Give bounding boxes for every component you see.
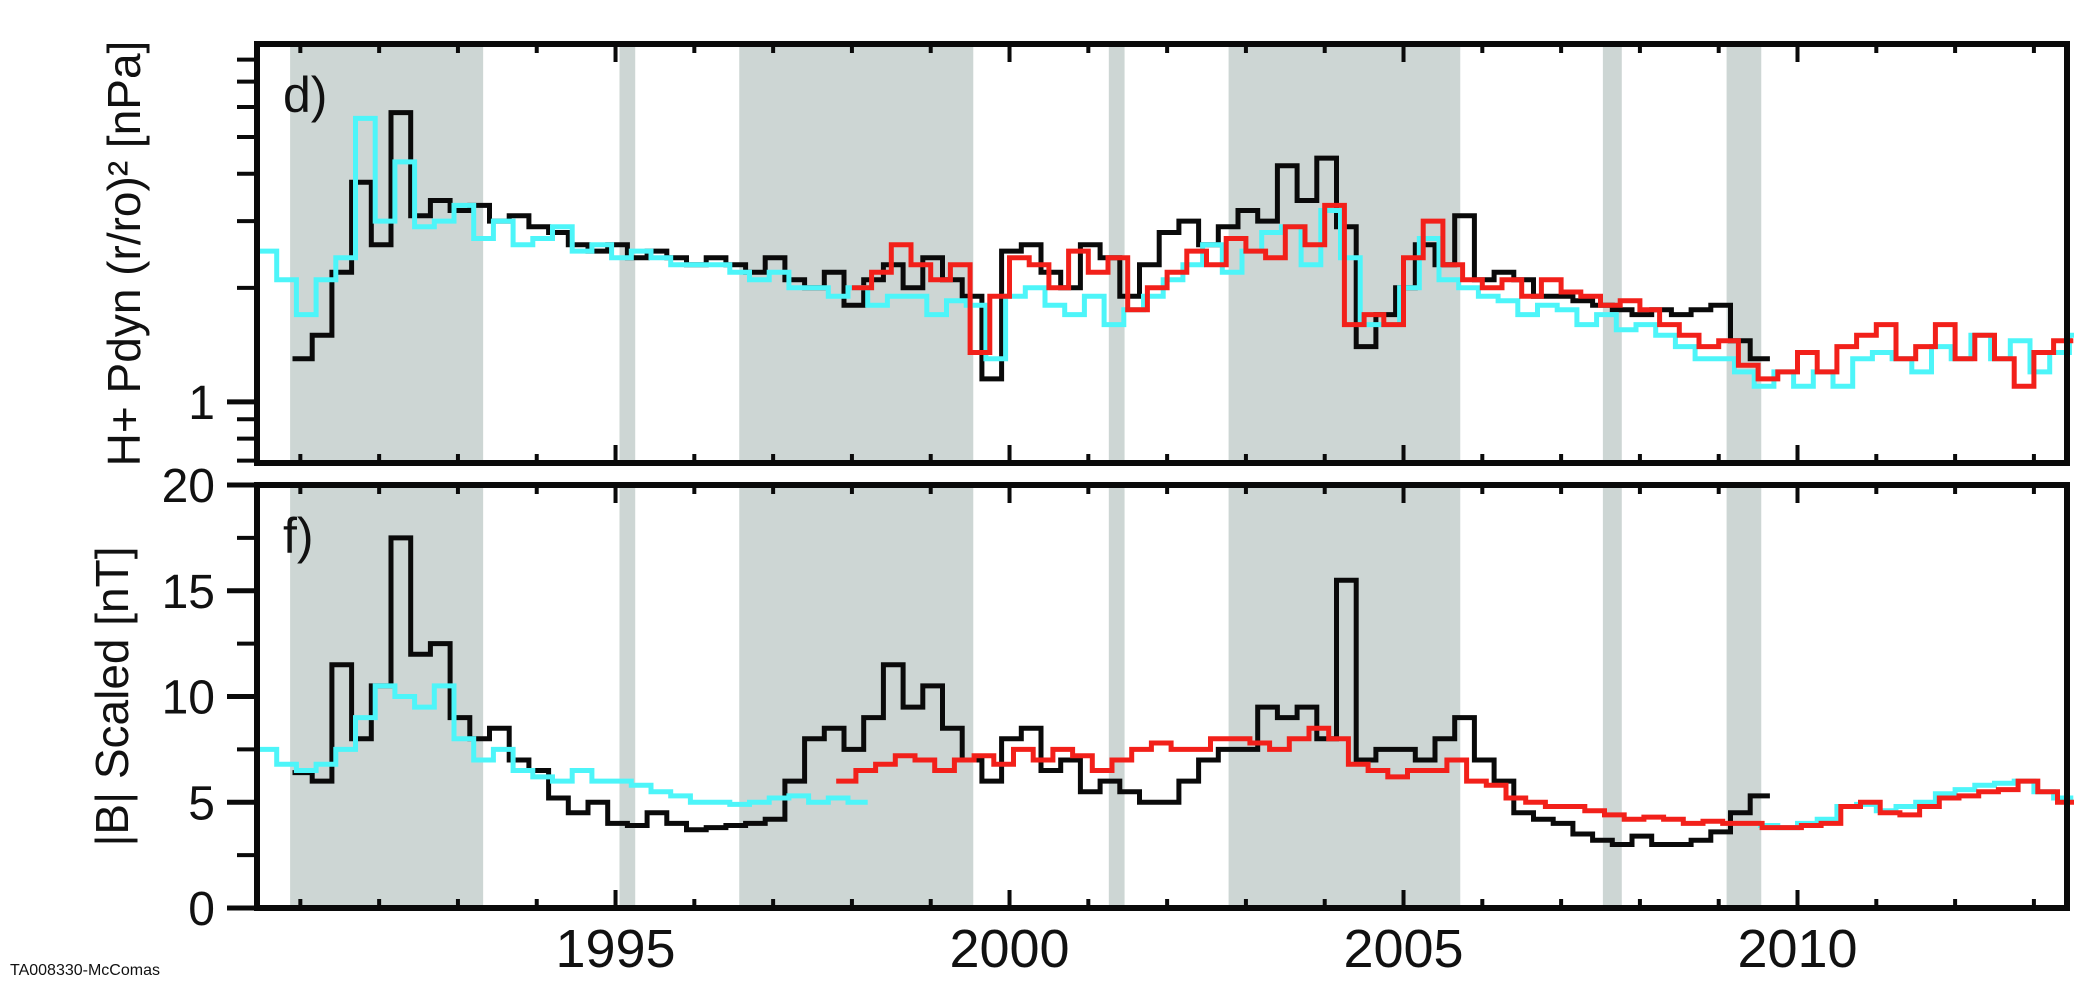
x-tick-label: 1995 xyxy=(555,919,675,979)
figure-id-footer: TA008330-McComas xyxy=(10,962,160,979)
panel-pressure: 1 d) H+ Pdyn (r/ro)² [nPa] xyxy=(98,41,2074,467)
series-line-red xyxy=(851,202,2074,389)
shaded-interval xyxy=(1726,44,1762,463)
x-tick-label: 2000 xyxy=(949,919,1069,979)
panel-magnetic-field: 20 15 10 5 0 f) |B| Scaled [nT] 1995 2000 2005 201… xyxy=(86,460,2074,979)
panel-label: d) xyxy=(283,67,327,123)
series-line-cyan xyxy=(257,683,868,807)
x-tick-label: 2005 xyxy=(1343,919,1463,979)
series-line-cyan-late xyxy=(1758,778,2074,831)
y-tick-label: 20 xyxy=(162,460,215,513)
series-line-red xyxy=(836,725,2074,831)
shaded-interval xyxy=(1726,485,1762,908)
shaded-interval xyxy=(739,485,974,908)
y-axis-label: |B| Scaled [nT] xyxy=(86,546,138,846)
shaded-interval xyxy=(1602,44,1622,463)
shaded-interval xyxy=(1228,485,1461,908)
shaded-interval xyxy=(619,485,636,908)
plot-frame xyxy=(254,41,2070,466)
y-tick-label: 0 xyxy=(188,883,215,936)
shaded-interval xyxy=(1602,485,1622,908)
y-axis-label: H+ Pdyn (r/ro)² [nPa] xyxy=(98,41,150,467)
shaded-interval xyxy=(290,44,484,463)
y-tick-label: 10 xyxy=(162,672,215,725)
series-line-black xyxy=(292,535,1770,847)
y-tick-label: 5 xyxy=(188,777,215,830)
panel-label: f) xyxy=(283,508,314,564)
y-tick-label: 1 xyxy=(188,377,215,430)
series-line-black xyxy=(292,110,1770,382)
x-tick-label: 2010 xyxy=(1737,919,1857,979)
shaded-interval xyxy=(1108,485,1125,908)
shaded-interval xyxy=(1108,44,1125,463)
plot-frame xyxy=(254,482,2070,911)
series-line-cyan xyxy=(257,115,2074,389)
shaded-interval xyxy=(739,44,974,463)
y-tick-label: 15 xyxy=(162,566,215,619)
